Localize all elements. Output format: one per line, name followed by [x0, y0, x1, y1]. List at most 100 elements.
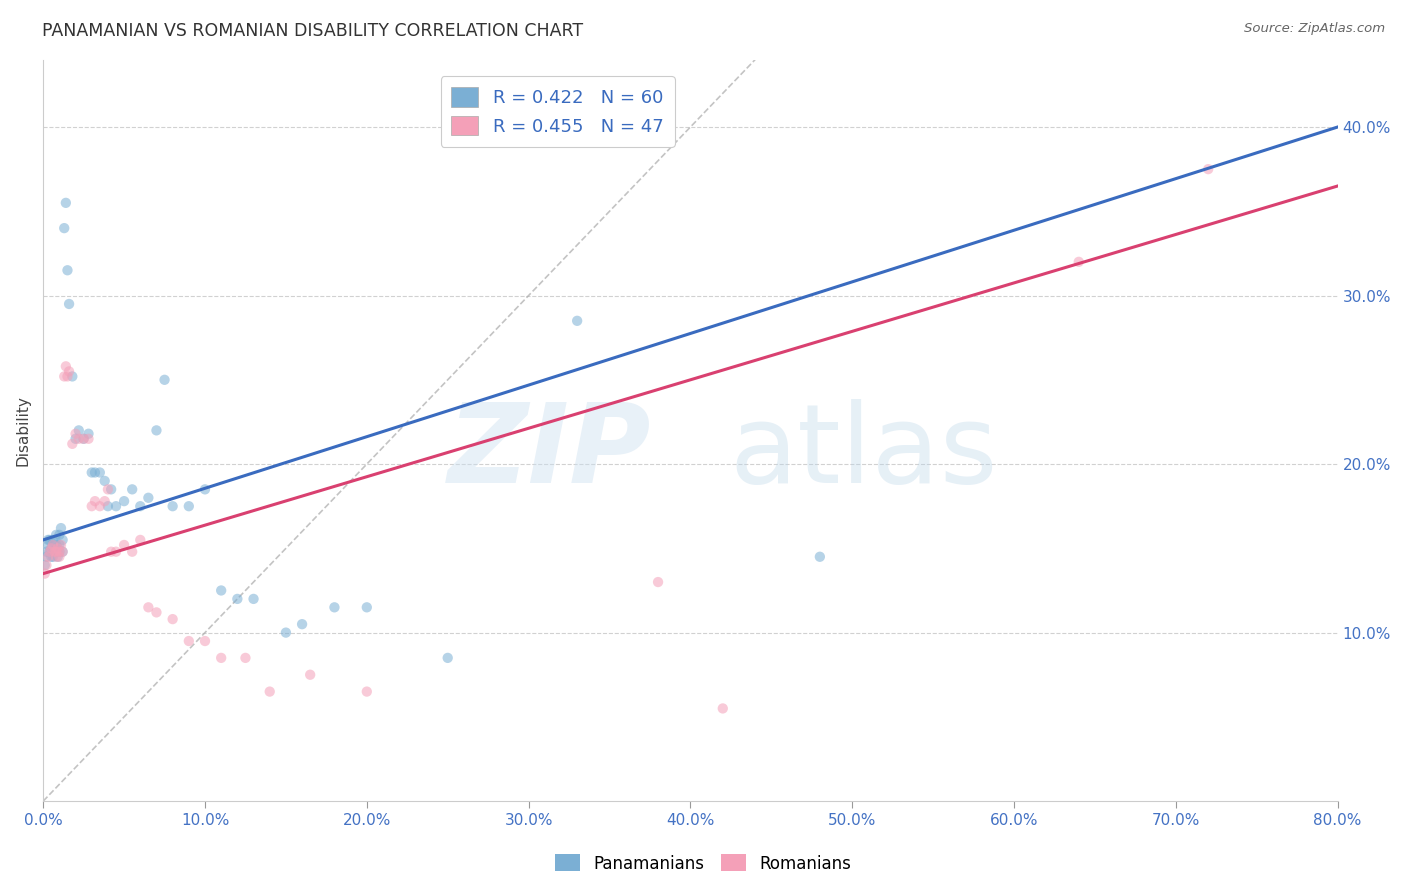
Point	[209, 583, 232, 598]
Point	[39, 541, 62, 556]
Point	[194, 634, 217, 648]
Point	[242, 591, 264, 606]
Point	[48, 549, 70, 564]
Point	[42, 533, 65, 547]
Point	[565, 314, 588, 328]
Point	[67, 423, 90, 437]
Point	[48, 538, 70, 552]
Point	[37, 549, 59, 564]
Point	[105, 545, 128, 559]
Point	[80, 499, 103, 513]
Point	[1067, 255, 1090, 269]
Point	[58, 297, 80, 311]
Legend: Panamanians, Romanians: Panamanians, Romanians	[548, 847, 858, 880]
Point	[38, 533, 60, 547]
Point	[299, 667, 322, 681]
Point	[291, 617, 314, 632]
Point	[53, 221, 76, 235]
Point	[112, 494, 135, 508]
Point	[60, 369, 83, 384]
Point	[121, 545, 143, 559]
Point	[105, 499, 128, 513]
Point	[84, 494, 107, 508]
Point	[77, 426, 100, 441]
Point	[48, 545, 70, 559]
Point	[89, 499, 111, 513]
Point	[46, 541, 69, 556]
Point	[55, 359, 77, 374]
Text: atlas: atlas	[730, 399, 998, 506]
Point	[45, 538, 67, 552]
Point	[35, 545, 58, 559]
Point	[356, 684, 378, 698]
Point	[162, 612, 184, 626]
Point	[177, 499, 200, 513]
Point	[100, 483, 122, 497]
Point	[100, 545, 122, 559]
Point	[52, 533, 75, 547]
Point	[356, 600, 378, 615]
Point	[194, 483, 217, 497]
Point	[45, 545, 67, 559]
Point	[34, 566, 56, 581]
Point	[153, 373, 176, 387]
Text: ZIP: ZIP	[449, 399, 651, 506]
Point	[45, 528, 67, 542]
Point	[37, 538, 59, 552]
Point	[44, 545, 66, 559]
Point	[39, 541, 62, 556]
Point	[46, 549, 69, 564]
Point	[84, 466, 107, 480]
Point	[112, 538, 135, 552]
Point	[35, 549, 58, 564]
Point	[52, 545, 75, 559]
Text: Source: ZipAtlas.com: Source: ZipAtlas.com	[1244, 22, 1385, 36]
Point	[34, 558, 56, 573]
Point	[226, 591, 249, 606]
Point	[60, 437, 83, 451]
Point	[138, 600, 160, 615]
Point	[121, 483, 143, 497]
Point	[209, 651, 232, 665]
Point	[48, 545, 70, 559]
Point	[35, 558, 58, 573]
Point	[53, 369, 76, 384]
Point	[55, 195, 77, 210]
Point	[129, 533, 152, 547]
Point	[162, 499, 184, 513]
Point	[274, 625, 297, 640]
Point	[44, 538, 66, 552]
Point	[45, 549, 67, 564]
Point	[56, 263, 79, 277]
Y-axis label: Disability: Disability	[15, 395, 30, 466]
Point	[48, 528, 70, 542]
Point	[647, 575, 669, 590]
Point	[323, 600, 346, 615]
Point	[37, 533, 59, 547]
Point	[77, 432, 100, 446]
Point	[65, 426, 87, 441]
Point	[67, 432, 90, 446]
Point	[65, 432, 87, 446]
Text: PANAMANIAN VS ROMANIAN DISABILITY CORRELATION CHART: PANAMANIAN VS ROMANIAN DISABILITY CORREL…	[42, 22, 583, 40]
Point	[58, 364, 80, 378]
Point	[93, 474, 115, 488]
Point	[129, 499, 152, 513]
Point	[42, 541, 65, 556]
Point	[177, 634, 200, 648]
Point	[45, 545, 67, 559]
Point	[56, 369, 79, 384]
Point	[259, 684, 281, 698]
Point	[44, 545, 66, 559]
Point	[72, 432, 94, 446]
Legend: R = 0.422   N = 60, R = 0.455   N = 47: R = 0.422 N = 60, R = 0.455 N = 47	[440, 76, 675, 146]
Point	[49, 521, 72, 535]
Point	[97, 499, 120, 513]
Point	[711, 701, 734, 715]
Point	[52, 545, 75, 559]
Point	[1197, 162, 1219, 177]
Point	[808, 549, 831, 564]
Point	[93, 494, 115, 508]
Point	[46, 541, 69, 556]
Point	[145, 606, 167, 620]
